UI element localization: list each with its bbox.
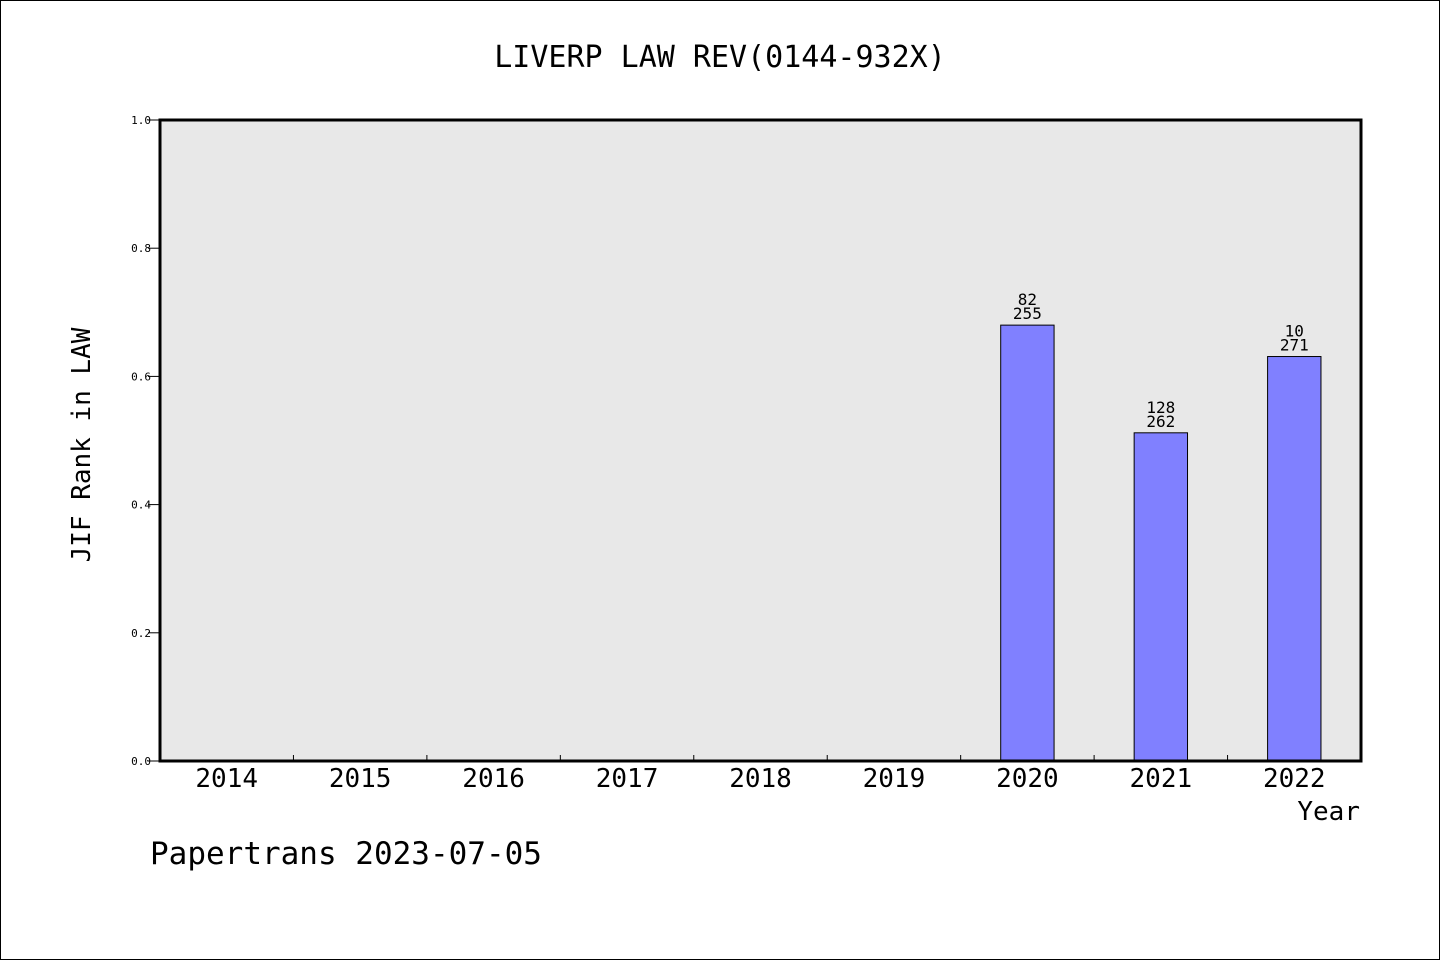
x-tick-label: 2014: [195, 764, 258, 794]
bar-label-rank: 128: [1146, 398, 1175, 417]
x-tick-label: 2022: [1263, 764, 1326, 794]
x-tick-label: 2015: [329, 764, 392, 794]
chart-title: LIVERP LAW REV(0144-932X): [494, 40, 946, 75]
y-axis: 0.0 0.2 0.4 0.6 0.8 1.0: [131, 114, 160, 768]
y-tick-label: 0.0: [131, 755, 151, 768]
bar-2021: [1133, 432, 1189, 762]
y-tick-label: 0.4: [131, 499, 151, 512]
bar-label-rank: 10: [1285, 322, 1304, 341]
y-tick-label: 0.8: [131, 242, 151, 255]
x-tick-label: 2017: [596, 764, 659, 794]
bar-label-rank: 82: [1018, 290, 1037, 309]
x-tick-label: 2021: [1130, 764, 1193, 794]
plot-border: [158, 118, 1363, 763]
footer-text: Papertrans 2023-07-05: [150, 836, 542, 872]
y-tick-label: 0.6: [131, 370, 151, 383]
x-axis-label: Year: [1297, 797, 1360, 827]
y-axis-label: JIF Rank in LAW: [67, 327, 97, 562]
bar-label-total: 271: [1280, 336, 1309, 355]
y-tick-label: 1.0: [131, 114, 151, 127]
x-tick-label: 2020: [996, 764, 1059, 794]
bar-label-total: 262: [1146, 412, 1175, 431]
bar-label-total: 255: [1013, 304, 1042, 323]
y-tick-label: 0.2: [131, 627, 151, 640]
x-tick-label: 2019: [863, 764, 926, 794]
bar-2020: [1000, 324, 1055, 762]
x-tick-label: 2018: [729, 764, 792, 794]
x-axis: 2014 2015 2016 2017 2018 2019 2020 2021 2022: [195, 755, 1326, 794]
bar-2022: [1267, 356, 1322, 762]
x-tick-label: 2016: [462, 764, 525, 794]
bars-group: [1000, 324, 1322, 762]
